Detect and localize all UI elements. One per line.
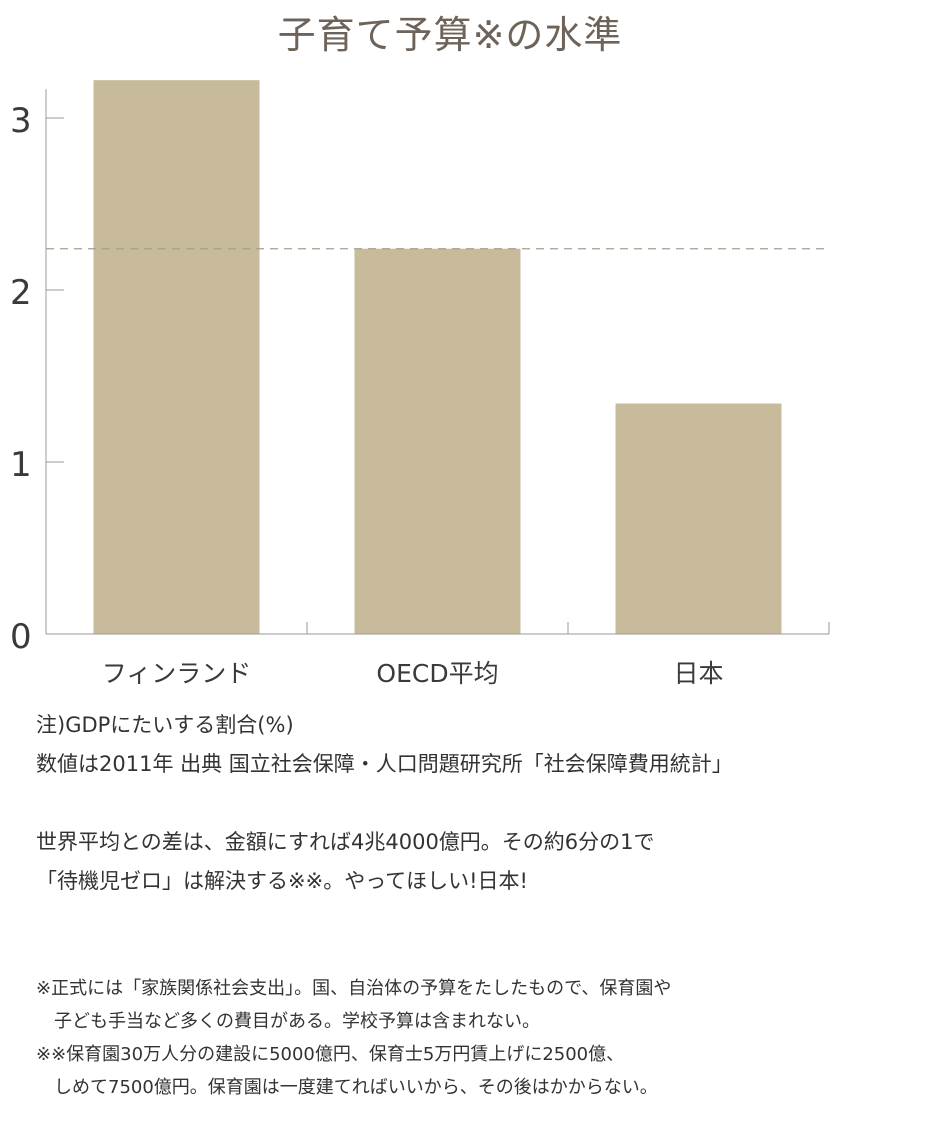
note-unit: 注)GDPにたいする割合(%) [36,713,294,737]
footnote-1: ※正式には「家族関係社会支出」。国、自治体の予算をたしたもので、保育園や [36,978,672,999]
footnote-2: ※※保育園30万人分の建設に5000億円、保育士5万円賃上げに2500億、 [36,1044,625,1065]
bar-0 [93,80,260,634]
y-tick-label-2: 2 [10,273,32,313]
footnote-1-cont: 子ども手当など多くの費目がある。学校予算は含まれない。 [54,1011,540,1032]
x-category-label-2: 日本 [673,659,723,688]
note-source: 数値は2011年 出典 国立社会保障・人口問題研究所「社会保障費用統計」 [36,752,733,776]
y-tick-label-3: 3 [10,101,32,141]
x-category-label-0: フィンランド [102,659,252,688]
y-tick-label-1: 1 [10,445,32,485]
y-tick-label-0: 0 [10,617,32,657]
x-category-label-1: OECD平均 [376,659,498,688]
note-commentary-2: 「待機児ゼロ」は解決する※※。やってほしい!日本! [36,869,528,893]
chart-notes: 注)GDPにたいする割合(%) 数値は2011年 出典 国立社会保障・人口問題研… [36,706,906,901]
footnotes: ※正式には「家族関係社会支出」。国、自治体の予算をたしたもので、保育園や 子ども… [36,972,906,1104]
note-commentary-1: 世界平均との差は、金額にすれば4兆4000億円。その約6分の1で [36,830,655,854]
bar-1 [354,248,521,634]
chart-title: 子育て予算※の水準 [277,13,623,57]
bar-chart: 0 1 2 3 フィンランド OECD平均 日本 [10,80,830,688]
footnote-2-cont: しめて7500億円。保育園は一度建てればいいから、その後はかからない。 [54,1077,658,1098]
bar-2 [615,403,782,634]
